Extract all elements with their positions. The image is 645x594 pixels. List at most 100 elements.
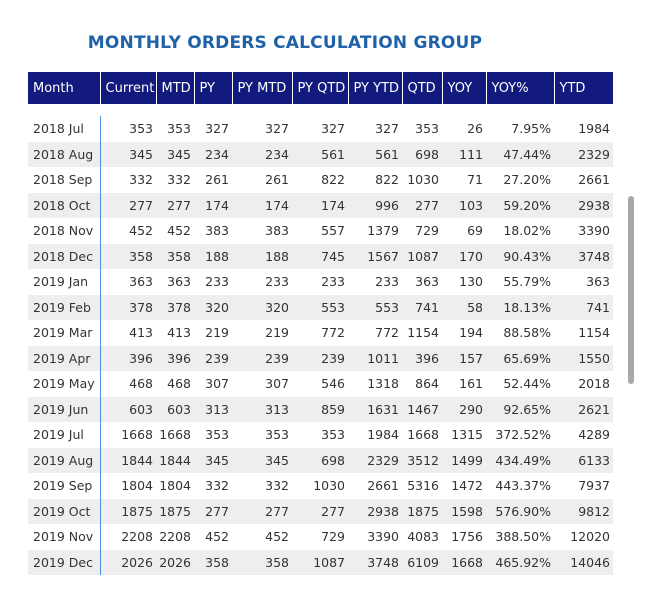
table-cell: 345: [156, 141, 194, 167]
column-header-qtd[interactable]: QTD: [401, 72, 442, 104]
column-header-yoy-pct[interactable]: YOY%: [485, 72, 554, 104]
table-cell: 90.43%: [486, 243, 554, 269]
table-cell: 332: [156, 167, 194, 193]
table-cell: 1668: [156, 422, 194, 448]
row-month-cell: 2018 Oct: [28, 192, 101, 218]
table-cell: 2329: [348, 447, 402, 473]
table-cell: 7937: [554, 473, 613, 499]
table-cell: 3390: [348, 524, 402, 550]
table-cell: 307: [194, 371, 232, 397]
column-header-py-ytd[interactable]: PY YTD: [347, 72, 402, 104]
table-cell: 698: [292, 447, 348, 473]
table-cell: 7.95%: [486, 116, 554, 142]
table-row[interactable]: 2019 Mar 413 413 219 219 772 772 1154 194 88.58% 1…: [28, 320, 613, 346]
row-month-cell: 2018 Jul: [28, 116, 101, 142]
table-cell: 557: [292, 218, 348, 244]
table-cell: 859: [292, 396, 348, 422]
table-cell: 452: [194, 524, 232, 550]
table-cell: 58: [442, 294, 486, 320]
table-cell: 130: [442, 269, 486, 295]
table-cell: 327: [232, 116, 292, 142]
table-row[interactable]: 2018 Dec 358 358 188 188 745 1567 1087 170 90.43%…: [28, 243, 613, 269]
table-cell: 188: [194, 243, 232, 269]
table-cell: 822: [348, 167, 402, 193]
table-cell: 465.92%: [486, 549, 554, 575]
table-row[interactable]: 2018 Aug 345 345 234 234 561 561 698 111 47.44% 23…: [28, 141, 613, 167]
table-cell: 363: [156, 269, 194, 295]
table-cell: 233: [194, 269, 232, 295]
table-cell: 546: [292, 371, 348, 397]
table-cell: 2329: [554, 141, 613, 167]
table-cell: 363: [402, 269, 442, 295]
table-cell: 1550: [554, 345, 613, 371]
table-cell: 52.44%: [486, 371, 554, 397]
table-row[interactable]: 2019 Jan 363 363 233 233 233 233 363 130 55.79% 36…: [28, 269, 613, 295]
table-cell: 1804: [100, 473, 156, 499]
table-cell: 358: [100, 243, 156, 269]
table-row[interactable]: 2018 Jul 353 353 327 327 327 327 353 26 7.95% 1984: [28, 116, 613, 142]
table-cell: 372.52%: [486, 422, 554, 448]
table-cell: 1984: [554, 116, 613, 142]
table-cell: 1598: [442, 498, 486, 524]
table-cell: 561: [348, 141, 402, 167]
table-cell: 396: [402, 345, 442, 371]
table-cell: 1844: [156, 447, 194, 473]
row-month-cell: 2018 Nov: [28, 218, 101, 244]
table-cell: 353: [194, 422, 232, 448]
column-header-mtd[interactable]: MTD: [155, 72, 194, 104]
row-month-cell: 2019 Oct: [28, 498, 101, 524]
table-cell: 5316: [402, 473, 442, 499]
column-header-current[interactable]: Current: [99, 72, 156, 104]
table-row[interactable]: 2019 Aug 1844 1844 345 345 698 2329 3512 1499 434…: [28, 447, 613, 473]
column-header-py-mtd[interactable]: PY MTD: [231, 72, 292, 104]
table-cell: 1154: [554, 320, 613, 346]
vertical-scrollbar[interactable]: [628, 196, 634, 384]
table-cell: 18.02%: [486, 218, 554, 244]
row-month-cell: 2019 Sep: [28, 473, 101, 499]
table-row[interactable]: 2019 Apr 396 396 239 239 239 1011 396 157 65.69% 1…: [28, 345, 613, 371]
table-cell: 996: [348, 192, 402, 218]
table-cell: 332: [232, 473, 292, 499]
table-cell: 26: [442, 116, 486, 142]
table-cell: 157: [442, 345, 486, 371]
column-header-yoy[interactable]: YOY: [441, 72, 486, 104]
table-cell: 741: [554, 294, 613, 320]
table-cell: 47.44%: [486, 141, 554, 167]
table-cell: 313: [194, 396, 232, 422]
table-cell: 1875: [100, 498, 156, 524]
table-cell: 2621: [554, 396, 613, 422]
table-row[interactable]: 2019 May 468 468 307 307 546 1318 864 161 52.44% 2…: [28, 371, 613, 397]
table-row[interactable]: 2019 Feb 378 378 320 320 553 553 741 58 18.13% 741: [28, 294, 613, 320]
column-header-month[interactable]: Month: [28, 72, 100, 104]
table-cell: 261: [194, 167, 232, 193]
table-cell: 434.49%: [486, 447, 554, 473]
table-cell: 174: [292, 192, 348, 218]
table-cell: 413: [100, 320, 156, 346]
table-cell: 239: [292, 345, 348, 371]
column-header-py-qtd[interactable]: PY QTD: [291, 72, 348, 104]
table-row[interactable]: 2019 Jul 1668 1668 353 353 353 1984 1668 1315 372…: [28, 422, 613, 448]
table-cell: 233: [292, 269, 348, 295]
table-row[interactable]: 2019 Dec 2026 2026 358 358 1087 3748 6109 1668 46…: [28, 549, 613, 575]
table-cell: 219: [232, 320, 292, 346]
table-cell: 1567: [348, 243, 402, 269]
column-header-py[interactable]: PY: [193, 72, 232, 104]
table-cell: 345: [100, 141, 156, 167]
table-row[interactable]: 2018 Sep 332 332 261 261 822 822 1030 71 27.20% 26…: [28, 167, 613, 193]
table-cell: 6109: [402, 549, 442, 575]
table-row[interactable]: 2018 Nov 452 452 383 383 557 1379 729 69 18.02% 33…: [28, 218, 613, 244]
table-cell: 9812: [554, 498, 613, 524]
table-cell: 111: [442, 141, 486, 167]
row-month-cell: 2018 Sep: [28, 167, 101, 193]
table-row[interactable]: 2019 Oct 1875 1875 277 277 277 2938 1875 1598 576…: [28, 498, 613, 524]
table-row[interactable]: 2019 Jun 603 603 313 313 859 1631 1467 290 92.65%…: [28, 396, 613, 422]
table-cell: 161: [442, 371, 486, 397]
table-cell: 358: [232, 549, 292, 575]
column-header-ytd[interactable]: YTD: [553, 72, 613, 104]
table-row[interactable]: 2019 Nov 2208 2208 452 452 729 3390 4083 1756 388…: [28, 524, 613, 550]
table-cell: 1668: [442, 549, 486, 575]
table-cell: 1875: [156, 498, 194, 524]
table-row[interactable]: 2019 Sep 1804 1804 332 332 1030 2661 5316 1472 44…: [28, 473, 613, 499]
table-row[interactable]: 2018 Oct 277 277 174 174 174 996 277 103 59.20% 29…: [28, 192, 613, 218]
table-cell: 59.20%: [486, 192, 554, 218]
